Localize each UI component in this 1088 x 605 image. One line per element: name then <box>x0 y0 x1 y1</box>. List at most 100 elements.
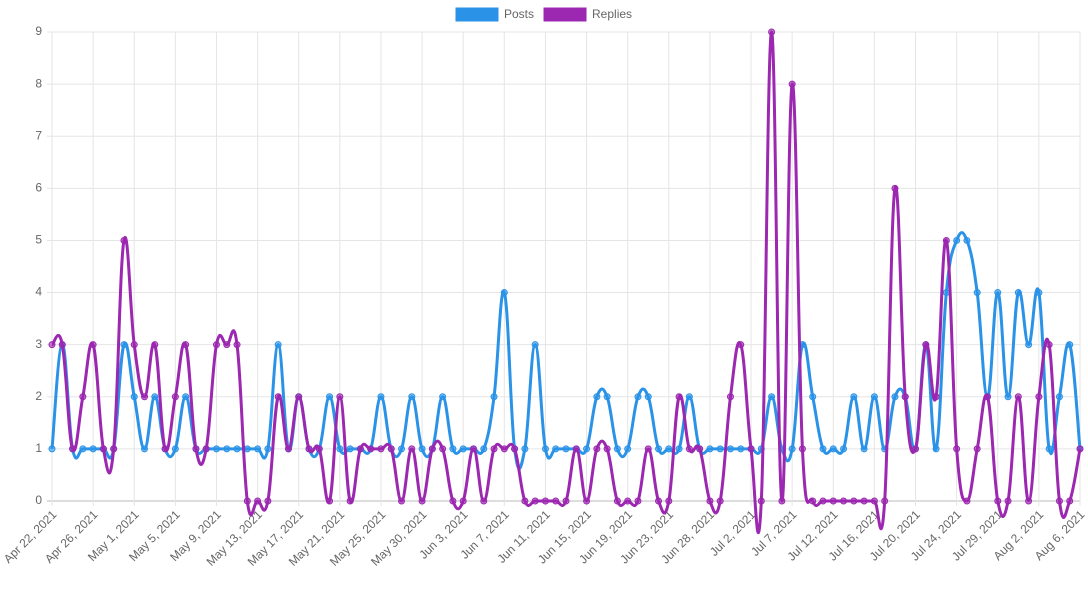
point <box>326 497 334 505</box>
point <box>120 236 128 244</box>
point <box>912 445 920 453</box>
point <box>809 497 817 505</box>
point <box>665 445 673 453</box>
point <box>644 393 652 401</box>
point <box>860 445 868 453</box>
point <box>1045 445 1053 453</box>
point <box>994 289 1002 297</box>
point <box>223 445 231 453</box>
legend-label: Replies <box>592 7 632 21</box>
point <box>79 393 87 401</box>
point <box>130 393 138 401</box>
point <box>1025 341 1033 349</box>
point <box>829 497 837 505</box>
point <box>387 445 395 453</box>
legend: Posts Replies <box>455 7 632 22</box>
point <box>665 497 673 505</box>
point <box>212 341 220 349</box>
point <box>613 497 621 505</box>
point <box>367 445 375 453</box>
point <box>243 497 251 505</box>
point <box>284 445 292 453</box>
point <box>521 445 529 453</box>
point <box>552 497 560 505</box>
point <box>953 445 961 453</box>
point <box>655 445 663 453</box>
point <box>994 497 1002 505</box>
point <box>264 497 272 505</box>
point <box>788 445 796 453</box>
point <box>932 445 940 453</box>
point <box>973 445 981 453</box>
point <box>870 497 878 505</box>
point <box>942 236 950 244</box>
point <box>655 497 663 505</box>
y-tick-label: 2 <box>35 389 42 403</box>
point <box>685 445 693 453</box>
point <box>264 445 272 453</box>
point <box>511 445 519 453</box>
point <box>182 393 190 401</box>
point <box>1004 393 1012 401</box>
point <box>973 289 981 297</box>
point <box>439 445 447 453</box>
point <box>891 184 899 192</box>
point <box>891 393 899 401</box>
point <box>1035 393 1043 401</box>
point <box>254 497 262 505</box>
point <box>1014 393 1022 401</box>
point <box>130 341 138 349</box>
point <box>583 497 591 505</box>
legend-swatch <box>455 7 499 22</box>
point <box>141 393 149 401</box>
point <box>254 445 262 453</box>
point <box>377 393 385 401</box>
point <box>48 341 56 349</box>
point <box>603 445 611 453</box>
point <box>624 445 632 453</box>
point <box>315 445 323 453</box>
point <box>685 393 693 401</box>
point <box>500 445 508 453</box>
point <box>840 445 848 453</box>
point <box>274 341 282 349</box>
point <box>295 393 303 401</box>
point <box>151 341 159 349</box>
point <box>418 497 426 505</box>
point <box>541 445 549 453</box>
point <box>1055 497 1063 505</box>
point <box>798 445 806 453</box>
point <box>305 445 313 453</box>
y-tick-label: 8 <box>35 76 42 90</box>
point <box>819 445 827 453</box>
point <box>778 497 786 505</box>
y-tick-label: 3 <box>35 337 42 351</box>
point <box>757 497 765 505</box>
point <box>706 497 714 505</box>
point <box>737 445 745 453</box>
point <box>439 393 447 401</box>
point <box>788 80 796 88</box>
point <box>408 445 416 453</box>
point <box>274 393 282 401</box>
point <box>171 445 179 453</box>
point <box>490 445 498 453</box>
point <box>840 497 848 505</box>
point <box>850 497 858 505</box>
point <box>469 445 477 453</box>
point <box>819 497 827 505</box>
point <box>171 393 179 401</box>
point <box>983 393 991 401</box>
point <box>881 497 889 505</box>
point <box>809 393 817 401</box>
point <box>953 236 961 244</box>
y-tick-label: 1 <box>35 441 42 455</box>
point <box>120 341 128 349</box>
point <box>89 341 97 349</box>
point <box>141 445 149 453</box>
point <box>212 445 220 453</box>
point <box>346 445 354 453</box>
point <box>161 445 169 453</box>
point <box>1066 341 1074 349</box>
